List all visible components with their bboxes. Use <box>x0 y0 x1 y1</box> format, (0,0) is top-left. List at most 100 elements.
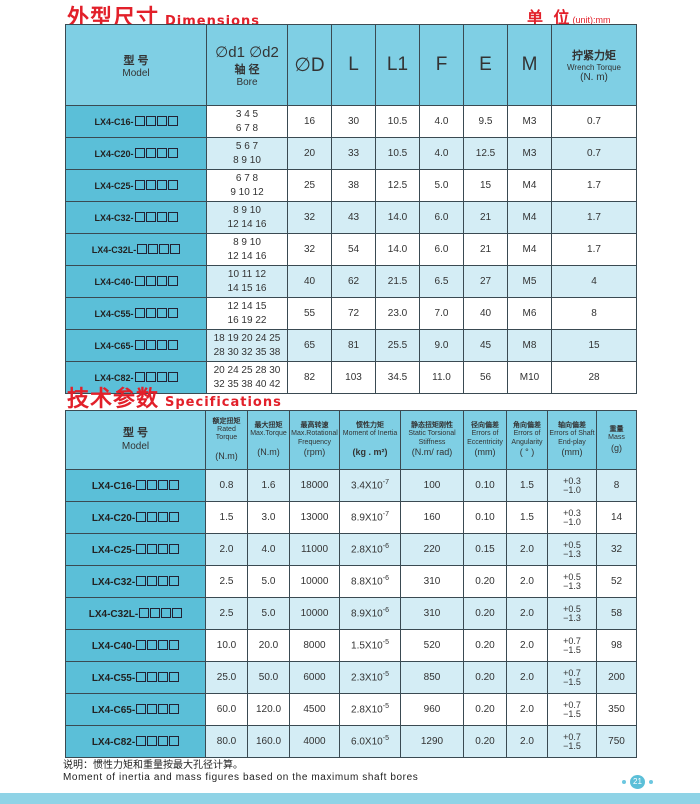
code-box <box>167 372 178 382</box>
m-cell: M5 <box>507 265 552 298</box>
mass-cell: 98 <box>596 629 637 662</box>
f-cell: 5.0 <box>419 169 464 202</box>
code-box <box>169 671 180 682</box>
code-box <box>145 340 156 350</box>
code-box <box>169 575 180 586</box>
code-box <box>136 479 147 490</box>
code-box <box>158 511 169 522</box>
code-box <box>169 479 180 490</box>
e-cell: 21 <box>463 233 508 266</box>
l1-cell: 10.5 <box>375 105 420 138</box>
d-cell: 40 <box>287 265 332 298</box>
e-cell: 40 <box>463 297 508 330</box>
unit-en: (unit):mm <box>572 15 611 25</box>
code-box <box>134 372 145 382</box>
inertia-cell: 6.0X10-5 <box>339 725 401 758</box>
ecc-cell: 0.15 <box>463 533 507 566</box>
code-box <box>136 671 147 682</box>
code-box <box>167 308 178 318</box>
code-box <box>167 148 178 158</box>
max-cell: 5.0 <box>247 597 290 630</box>
ang-cell: 2.0 <box>506 725 548 758</box>
e-cell: 12.5 <box>463 137 508 170</box>
rated-cell: 0.8 <box>205 469 248 502</box>
code-box <box>147 575 158 586</box>
code-box <box>167 276 178 286</box>
e-cell: 27 <box>463 265 508 298</box>
l1-cell: 10.5 <box>375 137 420 170</box>
header-model: 型 号 Model <box>65 410 206 470</box>
torque-cell: 0.7 <box>551 137 637 170</box>
axial-cell: +0.3 −1.0 <box>547 469 597 502</box>
d-cell: 55 <box>287 297 332 330</box>
rated-cell: 60.0 <box>205 693 248 726</box>
model-cell: LX4-C55- <box>65 661 206 694</box>
code-box <box>136 575 147 586</box>
inertia-cell: 1.5X10-5 <box>339 629 401 662</box>
speed-cell: 8000 <box>289 629 340 662</box>
l1-cell: 25.5 <box>375 329 420 362</box>
table-row: LX4-C55- 12 14 15 16 19 22 55 72 23.0 7.0 40 M6… <box>65 297 637 330</box>
e-cell: 21 <box>463 201 508 234</box>
stiff-cell: 850 <box>400 661 464 694</box>
f-cell: 6.5 <box>419 265 464 298</box>
l1-cell: 34.5 <box>375 361 420 394</box>
code-box <box>158 703 169 714</box>
ecc-cell: 0.20 <box>463 597 507 630</box>
table-row: LX4-C55- 25.0 50.0 6000 2.3X10-5 850 0.20 2.… <box>65 661 637 694</box>
m-cell: M4 <box>507 169 552 202</box>
code-box <box>136 511 147 522</box>
table-row: LX4-C65- 60.0 120.0 4500 2.8X10-5 960 0.20 2… <box>65 693 637 726</box>
code-box <box>156 372 167 382</box>
max-cell: 160.0 <box>247 725 290 758</box>
rated-cell: 25.0 <box>205 661 248 694</box>
axial-cell: +0.7 −1.5 <box>547 693 597 726</box>
stiff-cell: 220 <box>400 533 464 566</box>
m-cell: M4 <box>507 233 552 266</box>
f-cell: 9.0 <box>419 329 464 362</box>
footer-band <box>0 793 700 804</box>
header-L: L <box>331 24 376 106</box>
dot-icon <box>622 780 626 784</box>
bore-cell: 20 24 25 28 30 32 35 38 40 42 <box>206 361 288 394</box>
header-inertia: 惯性力矩 Moment of Inertia (kg . m²) <box>339 410 401 470</box>
code-box <box>145 116 156 126</box>
l-cell: 72 <box>331 297 376 330</box>
l-cell: 30 <box>331 105 376 138</box>
l-cell: 103 <box>331 361 376 394</box>
code-box <box>136 639 147 650</box>
mass-cell: 350 <box>596 693 637 726</box>
header-D: ∅D <box>287 24 332 106</box>
ecc-cell: 0.20 <box>463 565 507 598</box>
ang-cell: 2.0 <box>506 629 548 662</box>
table-row: LX4-C16- 0.8 1.6 18000 3.4X10-7 100 0.10 1.5… <box>65 469 637 502</box>
ang-cell: 1.5 <box>506 501 548 534</box>
table-row: LX4-C20- 1.5 3.0 13000 8.9X10-7 160 0.10 1.5… <box>65 501 637 534</box>
f-cell: 11.0 <box>419 361 464 394</box>
d-cell: 32 <box>287 233 332 266</box>
code-box <box>134 340 145 350</box>
l1-cell: 21.5 <box>375 265 420 298</box>
m-cell: M3 <box>507 137 552 170</box>
table-row: LX4-C32- 8 9 10 12 14 16 32 43 14.0 6.0 21 M4 1.… <box>65 201 637 234</box>
stiff-cell: 520 <box>400 629 464 662</box>
bore-cell: 18 19 20 24 25 28 30 32 35 38 <box>206 329 288 362</box>
stiff-cell: 1290 <box>400 725 464 758</box>
l-cell: 33 <box>331 137 376 170</box>
e-cell: 9.5 <box>463 105 508 138</box>
table-row: LX4-C32L- 2.5 5.0 10000 8.9X10-6 310 0.20 2.… <box>65 597 637 630</box>
rated-cell: 1.5 <box>205 501 248 534</box>
m-cell: M3 <box>507 105 552 138</box>
f-cell: 4.0 <box>419 137 464 170</box>
code-box <box>169 639 180 650</box>
model-cell: LX4-C82- <box>65 725 206 758</box>
stiff-cell: 960 <box>400 693 464 726</box>
m-cell: M6 <box>507 297 552 330</box>
model-cell: LX4-C82- <box>65 361 207 394</box>
l-cell: 38 <box>331 169 376 202</box>
